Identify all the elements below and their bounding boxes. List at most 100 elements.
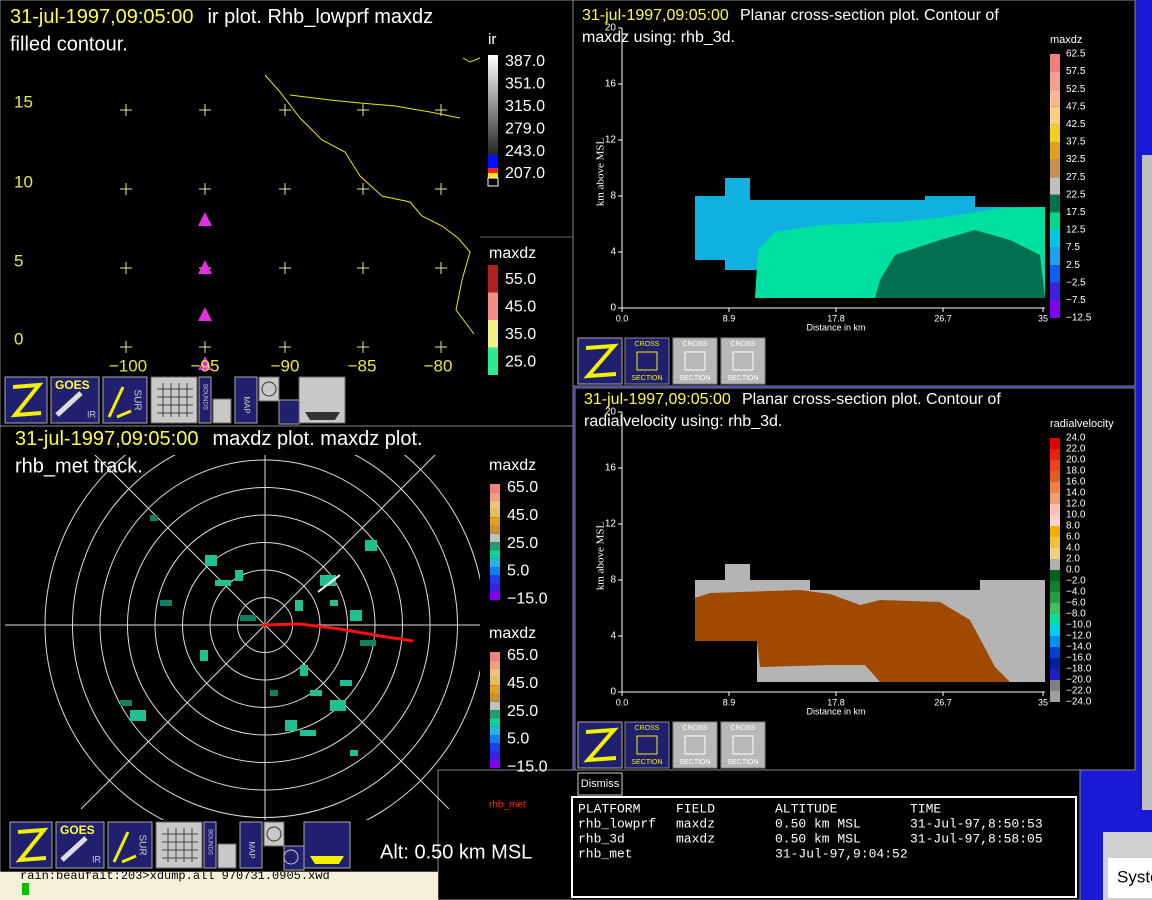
colorbar-segment (488, 148, 498, 149)
colorbar-segment (1050, 142, 1060, 160)
colorbar-segment (488, 154, 498, 155)
colorbar-segment (488, 72, 498, 73)
colorbar-segment (1050, 592, 1060, 603)
tool-button[interactable] (212, 398, 232, 424)
tool-label: CROSS (683, 725, 708, 732)
tool-button[interactable] (217, 843, 237, 869)
x-tick-label: 0.0 (616, 313, 629, 323)
x-tick-label: 26.7 (934, 697, 952, 707)
tool-button[interactable] (258, 376, 280, 402)
tool-button[interactable] (150, 376, 198, 424)
colorbar-segment (490, 652, 500, 661)
colorbar-segment (490, 668, 500, 677)
colorbar-segment (1050, 559, 1060, 570)
colorbar-segment (488, 78, 498, 79)
tool-button[interactable] (720, 337, 766, 385)
legend-label: 12.5 (1066, 225, 1086, 236)
platform-marker (198, 356, 212, 370)
circle-icon (283, 849, 299, 865)
tool-button[interactable] (720, 721, 766, 769)
colorbar-segment (488, 94, 498, 95)
colorbar-segment (488, 73, 498, 74)
colorbar-segment (488, 147, 498, 148)
grid-cross (357, 104, 369, 116)
legend-label: 243.0 (505, 143, 545, 160)
goes-icon (55, 391, 83, 417)
colorbar-segment (1050, 691, 1060, 702)
legend-title: maxdz (489, 625, 536, 642)
colorbar-segment (488, 105, 498, 106)
dismiss-button[interactable] (577, 772, 623, 796)
legend-label: 5.0 (507, 563, 529, 580)
window-title: 31-jul-1997,09:05:00 Planar cross-section… (582, 7, 999, 24)
tool-button[interactable] (198, 376, 212, 424)
tool-button[interactable] (102, 376, 148, 424)
colorbar-segment (1050, 537, 1060, 548)
colorbar-segment (488, 70, 498, 71)
tool-button[interactable] (278, 399, 300, 425)
legend-label: −7.5 (1066, 295, 1086, 306)
tool-label: GOES (55, 378, 90, 392)
title-line: radialvelocity using: rhb_3d. (584, 413, 782, 430)
legend-label: 45.0 (505, 299, 536, 316)
legend-label: 10.0 (1066, 510, 1086, 521)
colorbar-segment (488, 68, 498, 69)
colorbar-segment (1050, 493, 1060, 504)
colorbar-segment (1050, 177, 1060, 195)
colorbar-segment (1050, 625, 1060, 636)
tool-button[interactable] (263, 821, 285, 847)
colorbar-segment (1050, 526, 1060, 537)
colorbar-segment (488, 113, 498, 114)
colorbar-segment (488, 320, 498, 348)
legend-label: −16.0 (1066, 653, 1092, 664)
tool-button[interactable] (672, 721, 718, 769)
table-cell: rhb_met (578, 846, 633, 861)
legend-title: maxdz (489, 245, 536, 262)
echo-cell (130, 710, 146, 721)
tool-button[interactable] (283, 845, 305, 871)
grid-cross (120, 104, 132, 116)
grid-cross (199, 183, 211, 195)
colorbar-segment (488, 93, 498, 94)
grid-cross (279, 183, 291, 195)
echo-cell (160, 600, 172, 606)
legend-label: 18.0 (1066, 466, 1086, 477)
colorbar-segment (488, 81, 498, 82)
colorbar-segment (488, 92, 498, 93)
colorbar-segment (488, 64, 498, 65)
legend-label: 45.0 (507, 675, 538, 692)
colorbar-segment (490, 751, 500, 760)
colorbar-segment (488, 142, 498, 143)
tool-button[interactable] (624, 721, 670, 769)
tool-button[interactable] (155, 821, 203, 869)
colorbar-segment (488, 141, 498, 142)
info-panel (571, 796, 1077, 898)
title-line: rhb_met track. (15, 455, 143, 477)
tool-button[interactable] (203, 821, 217, 869)
tool-label: CROSS (635, 725, 660, 732)
tool-button[interactable] (672, 337, 718, 385)
tool-button[interactable] (234, 376, 258, 424)
legend-label: 17.5 (1066, 207, 1086, 218)
wheel-icon (261, 381, 277, 397)
legend-label: 25.0 (507, 703, 538, 720)
colorbar-segment (490, 591, 500, 601)
echo-cell (270, 690, 278, 696)
tool-button[interactable] (624, 337, 670, 385)
colorbar-segment (488, 95, 498, 96)
echo-cell (120, 700, 132, 706)
legend-label: −22.0 (1066, 686, 1092, 697)
tool-button[interactable] (239, 821, 263, 869)
colorbar-segment (488, 69, 498, 70)
legend-label: −14.0 (1066, 642, 1092, 653)
track-label: rhb_met (489, 800, 526, 811)
button-label: Dismiss (581, 778, 620, 790)
z-logo (583, 727, 619, 763)
legend-label: 55.0 (505, 271, 536, 288)
tool-label: CROSS (731, 341, 756, 348)
azimuth-line (80, 624, 266, 810)
colorbar-segment (488, 151, 498, 152)
legend-label: −20.0 (1066, 675, 1092, 686)
colorbar-segment (1050, 265, 1060, 283)
cube-icon (732, 735, 754, 755)
